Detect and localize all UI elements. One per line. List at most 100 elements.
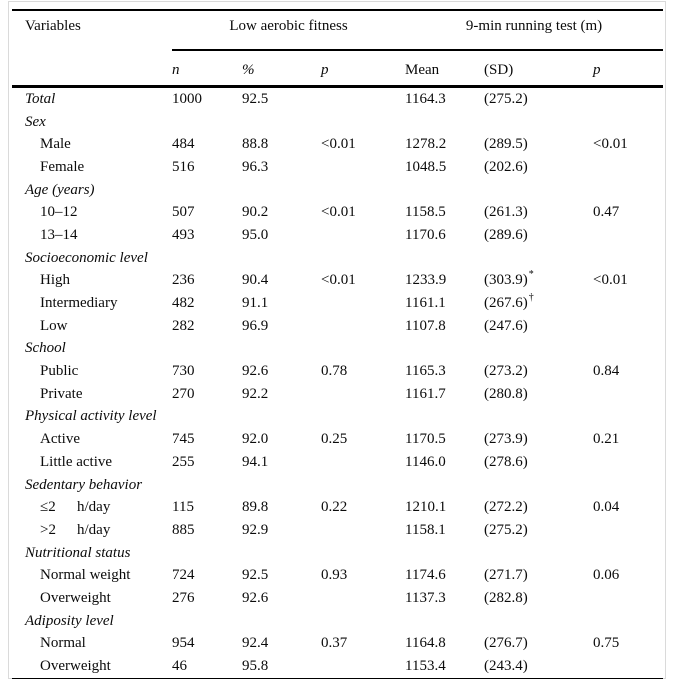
cell-sd: (275.2) [484, 519, 593, 542]
sd-value: (280.8) [484, 385, 528, 402]
cell-mean: 1164.8 [405, 635, 446, 652]
cell-label: Age (years) [25, 181, 95, 198]
cell-pct: 92.6 [242, 589, 269, 606]
cell-p2: 0.47 [593, 204, 620, 221]
cell-label: Low [40, 317, 68, 334]
group-row: Age (years) [12, 179, 663, 202]
cell-label: Overweight [40, 658, 111, 675]
cell-pct: 92.5 [242, 90, 269, 107]
cell-p [321, 451, 405, 474]
cell-p2: 0.21 [593, 431, 620, 448]
cell-pct: 92.4 [242, 635, 269, 652]
cell-sd: (289.6) [484, 224, 593, 247]
cell-pct: 88.8 [242, 136, 269, 153]
data-row: Private 270 92.2 1161.7 (280.8) [12, 383, 663, 406]
cell-sd: (202.6) [484, 156, 593, 179]
cell-label: 10–12 [40, 204, 78, 221]
cell-label: >2 h/day [12, 519, 172, 542]
cell-pct: 92.2 [242, 385, 269, 402]
cell-sd: (273.9) [484, 428, 593, 451]
sd-value: (243.4) [484, 658, 528, 675]
cell-p2 [593, 655, 663, 679]
cell-n: 954 [172, 635, 195, 652]
cell-p2 [593, 87, 663, 111]
data-row: Overweight 46 95.8 1153.4 (243.4) [12, 655, 663, 679]
cell-pct: 92.9 [242, 521, 269, 538]
cell-n: 482 [172, 295, 195, 312]
sd-footnote-marker: * [528, 269, 534, 281]
sd-value: (273.9) [484, 431, 528, 448]
cell-label: Adiposity level [25, 612, 114, 629]
sd-value: (261.3) [484, 204, 528, 221]
cell-sd: (243.4) [484, 655, 593, 679]
cell-label: Little active [40, 453, 113, 470]
cell-sd: (273.2) [484, 360, 593, 383]
sd-value: (303.9) [484, 272, 528, 289]
data-row: High 236 90.4 <0.01 1233.9 (303.9)* <0.01 [12, 270, 663, 293]
cell-mean: 1165.3 [405, 363, 446, 380]
cell-mean: 1146.0 [405, 453, 446, 470]
cell-mean: 1107.8 [405, 317, 446, 334]
cell-mean: 1137.3 [405, 589, 446, 606]
cell-p2 [593, 224, 663, 247]
data-row: ≤2 h/day 115 89.8 0.22 1210.1 (272.2) 0.04 [12, 496, 663, 519]
cell-sd: (272.2) [484, 496, 593, 519]
cell-label: Physical activity level [25, 408, 157, 425]
cell-p2 [593, 292, 663, 315]
cell-label: Overweight [40, 589, 111, 606]
table-body: Total 1000 92.5 1164.3 (275.2) Sex Male 484 88.8… [12, 87, 663, 679]
label-value: >2 [40, 521, 56, 538]
cell-p2: <0.01 [593, 136, 628, 153]
group-row: Physical activity level [12, 406, 663, 429]
data-row: Normal 954 92.4 0.37 1164.8 (276.7) 0.75 [12, 633, 663, 656]
cell-n: 493 [172, 226, 195, 243]
sd-value: (275.2) [484, 521, 528, 538]
cell-p2: 0.06 [593, 567, 620, 584]
sd-value: (247.6) [484, 317, 528, 334]
data-row: Normal weight 724 92.5 0.93 1174.6 (271.7) 0.0… [12, 564, 663, 587]
cell-label: Public [40, 363, 79, 380]
label-unit: h/day [77, 499, 111, 516]
cell-p: <0.01 [321, 204, 356, 221]
cell-n: 236 [172, 272, 195, 289]
data-row: Low 282 96.9 1107.8 (247.6) [12, 315, 663, 338]
cell-p: 0.37 [321, 635, 348, 652]
cell-n: 115 [172, 499, 194, 516]
cell-sd: (280.8) [484, 383, 593, 406]
col-header-sd: (SD) [484, 50, 594, 88]
sd-value: (278.6) [484, 453, 528, 470]
cell-pct: 92.6 [242, 363, 269, 380]
cell-sd: (276.7) [484, 633, 593, 656]
cell-label: Female [40, 158, 85, 175]
data-row: Total 1000 92.5 1164.3 (275.2) [12, 87, 663, 111]
spanner-header-row: Variables Low aerobic fitness 9-min runn… [12, 10, 664, 88]
cell-p [321, 587, 405, 610]
cell-mean: 1170.6 [405, 226, 446, 243]
sd-value: (275.2) [484, 90, 528, 107]
cell-p: 0.78 [321, 363, 348, 380]
cell-p [321, 655, 405, 679]
cell-p: <0.01 [321, 136, 356, 153]
cell-label: Nutritional status [25, 544, 131, 561]
cell-p: 0.22 [321, 499, 348, 516]
sd-value: (202.6) [484, 158, 528, 175]
cell-pct: 90.4 [242, 272, 269, 289]
cell-sd: (289.5) [484, 133, 593, 156]
cell-n: 885 [172, 521, 195, 538]
cell-label: Private [40, 385, 83, 402]
cell-label: Male [40, 136, 71, 153]
column-header-row: n % p Mean (SD) p [12, 50, 664, 88]
cell-label: Socioeconomic level [25, 249, 148, 266]
cell-sd: (303.9)* [484, 270, 593, 293]
cell-n: 282 [172, 317, 195, 334]
data-row: Little active 255 94.1 1146.0 (278.6) [12, 451, 663, 474]
cell-n: 516 [172, 158, 195, 175]
cell-n: 484 [172, 136, 195, 153]
cell-label: School [25, 340, 66, 357]
cell-mean: 1161.7 [405, 385, 446, 402]
cell-n: 507 [172, 204, 195, 221]
cell-mean: 1174.6 [405, 567, 446, 584]
cell-mean: 1153.4 [405, 658, 446, 675]
cell-p [321, 315, 405, 338]
